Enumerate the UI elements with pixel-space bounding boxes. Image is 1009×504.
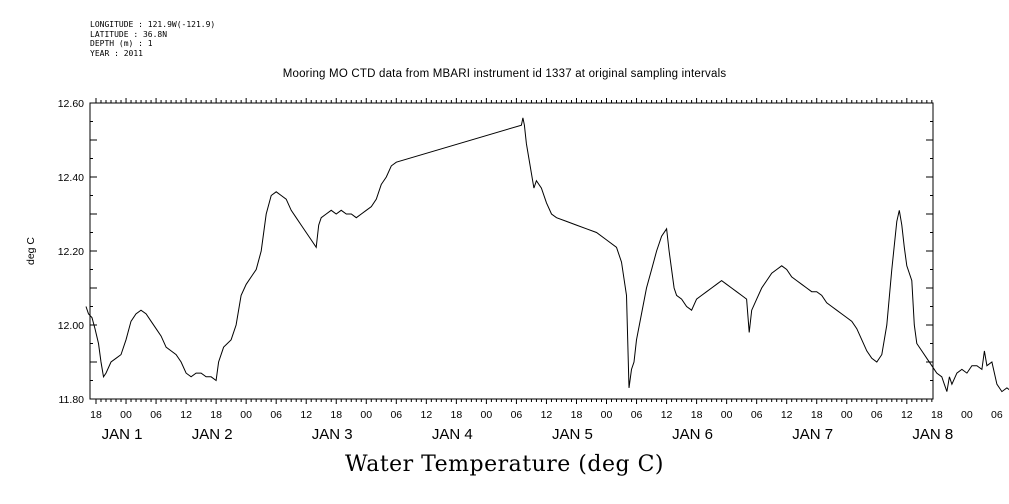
y-axis-label: deg C [25, 237, 37, 265]
latitude-text: LATITUDE : 36.8N [90, 29, 168, 39]
x-hour-label: 06 [390, 409, 402, 421]
x-hour-label: 18 [210, 409, 222, 421]
x-hour-label: 00 [360, 409, 372, 421]
x-hour-label: 12 [781, 409, 793, 421]
year-text: YEAR : 2011 [90, 48, 143, 58]
x-hour-label: 06 [270, 409, 282, 421]
x-hour-label: 00 [841, 409, 853, 421]
x-hour-label: 18 [691, 409, 703, 421]
x-hour-label: 00 [721, 409, 733, 421]
x-hour-label: 00 [120, 409, 132, 421]
x-hour-label: 06 [511, 409, 523, 421]
x-hour-label: 12 [300, 409, 312, 421]
x-hour-label: 00 [601, 409, 613, 421]
x-hour-label: 18 [571, 409, 583, 421]
x-day-label: JAN 7 [792, 426, 833, 443]
x-hour-label: 18 [451, 409, 463, 421]
x-hour-label: 00 [961, 409, 973, 421]
plot-frame [89, 102, 934, 400]
y-tick-label: 12.40 [58, 172, 84, 184]
y-tick-label: 11.80 [59, 394, 85, 406]
x-day-label: JAN 8 [912, 426, 953, 443]
x-hour-label: 18 [811, 409, 823, 421]
x-hour-label: 12 [661, 409, 673, 421]
longitude-text: LONGITUDE : 121.9W(-121.9) [90, 20, 216, 29]
x-hour-label: 12 [420, 409, 432, 421]
x-hour-label: 06 [751, 409, 763, 421]
chart-title: Mooring MO CTD data from MBARI instrumen… [282, 68, 727, 80]
x-day-label: JAN 3 [312, 426, 353, 443]
y-tick-label: 12.00 [58, 320, 84, 332]
x-day-label: JAN 6 [672, 426, 713, 443]
x-hour-label: 06 [871, 409, 883, 421]
series-line [85, 117, 1009, 393]
x-hour-label: 00 [240, 409, 252, 421]
x-hour-label: 18 [90, 409, 102, 421]
x-hour-label: 06 [631, 409, 643, 421]
x-hour-label: 18 [931, 409, 943, 421]
metadata-block: LONGITUDE : 121.9W(-121.9) LATITUDE : 36… [90, 20, 215, 58]
x-day-label: JAN 1 [102, 426, 143, 443]
x-axis-title: Water Temperature (deg C) [345, 452, 664, 477]
x-hour-label: 12 [541, 409, 553, 421]
x-hour-label: 00 [481, 409, 493, 421]
x-hour-label: 06 [150, 409, 162, 421]
x-hour-label: 12 [901, 409, 913, 421]
x-day-label: JAN 4 [432, 426, 473, 443]
depth-text: DEPTH (m) : 1 [90, 39, 153, 48]
x-hour-label: 18 [330, 409, 342, 421]
x-day-label: JAN 5 [552, 426, 593, 443]
x-hour-label: 06 [991, 409, 1003, 421]
y-tick-label: 12.60 [58, 98, 84, 110]
y-tick-label: 12.20 [58, 246, 84, 258]
x-day-label: JAN 2 [192, 426, 233, 443]
x-hour-label: 12 [180, 409, 192, 421]
